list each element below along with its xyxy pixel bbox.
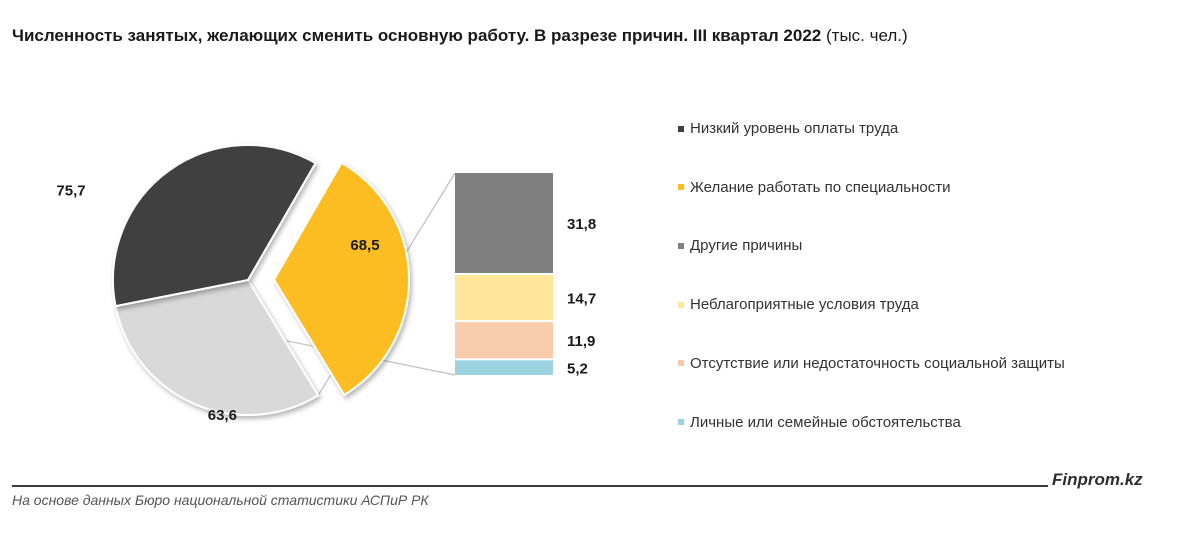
bar-value-label: 11,9 xyxy=(567,333,595,350)
bar-segment xyxy=(455,275,553,321)
bar-value-label: 5,2 xyxy=(567,361,588,378)
legend-item: Другие причины xyxy=(678,237,802,254)
chart-title-main: Численность занятых, желающих сменить ос… xyxy=(12,26,822,45)
source-note: На основе данных Бюро национальной стати… xyxy=(12,492,429,508)
legend-item: Желание работать по специальности xyxy=(678,179,951,196)
footer-divider xyxy=(12,485,1048,487)
pie-value-label: 63,6 xyxy=(208,407,237,424)
brand-logo: Finprom.kz xyxy=(1052,470,1143,489)
legend-item: Личные или семейные обстоятельства xyxy=(678,414,961,431)
legend-label: Личные или семейные обстоятельства xyxy=(690,413,961,431)
legend-label: Желание работать по специальности xyxy=(690,178,951,196)
legend-swatch xyxy=(678,125,684,132)
legend-label: Другие причины xyxy=(690,237,803,255)
legend-item: Неблагоприятные условия труда xyxy=(678,296,919,313)
pie-value-label: 75,7 xyxy=(56,183,85,200)
legend-swatch xyxy=(678,301,684,308)
pie-slice xyxy=(114,278,320,416)
legend-label: Отсутствие или недостаточность социально… xyxy=(690,354,1065,372)
legend-label: Неблагоприятные условия труда xyxy=(690,296,919,314)
pie-slice xyxy=(272,161,410,397)
bar-segment xyxy=(455,360,553,375)
data-labels: 68,5 63,6 75,7 31,8 14,7 11,9 5,2 xyxy=(56,183,596,424)
pie-slice xyxy=(112,144,317,308)
stacked-bar xyxy=(455,173,553,375)
bar-value-label: 14,7 xyxy=(567,291,596,308)
chart-title-unit: (тыс. чел.) xyxy=(826,26,908,45)
legend-swatch xyxy=(678,184,684,191)
pie-value-label: 68,5 xyxy=(350,237,379,254)
chart-title: Численность занятых, желающих сменить ос… xyxy=(12,26,908,46)
pie xyxy=(112,144,410,416)
legend-swatch xyxy=(678,360,684,367)
bar-segment xyxy=(455,322,553,359)
legend-item: Низкий уровень оплаты труда xyxy=(678,120,898,137)
bar-value-label: 31,8 xyxy=(567,216,596,233)
legend-swatch xyxy=(678,242,684,249)
legend-item: Отсутствие или недостаточность социально… xyxy=(678,355,1065,372)
legend-label: Низкий уровень оплаты труда xyxy=(690,120,899,137)
bar-segment xyxy=(455,173,553,273)
legend-swatch xyxy=(678,419,684,425)
